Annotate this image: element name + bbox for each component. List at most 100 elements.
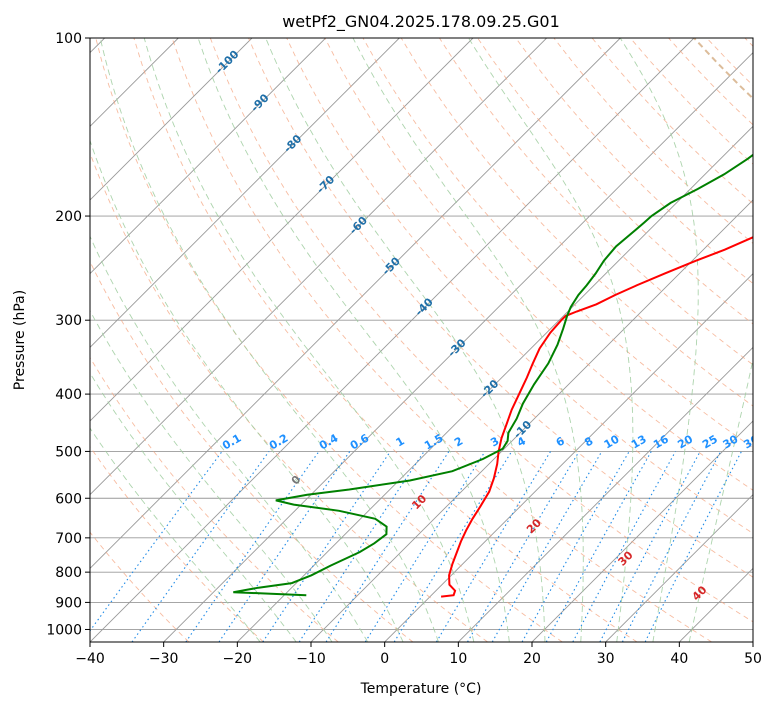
y-tick-label: 1000 xyxy=(46,622,82,638)
x-tick-label: 30 xyxy=(597,651,615,667)
mixing-ratio-line xyxy=(644,451,742,642)
dry-adiabat-label: -60 xyxy=(347,214,370,237)
isotherm-line xyxy=(531,420,753,642)
isotherm-line xyxy=(237,125,753,642)
moist-adiabat-line xyxy=(90,139,404,642)
isotherm-line xyxy=(90,38,621,569)
isotherm-line xyxy=(310,199,753,642)
isotherm-line xyxy=(90,38,400,348)
mixing-ratio-label: 6 xyxy=(554,434,567,449)
moist-adiabat-line xyxy=(619,38,699,642)
dry-adiabat-line xyxy=(515,38,753,285)
dry-adiabat-line xyxy=(553,38,753,245)
moist-adiabat-line xyxy=(99,38,439,642)
mixing-ratio-line xyxy=(545,451,652,642)
mixing-ratio-line xyxy=(599,451,701,642)
dry-adiabat-line xyxy=(90,260,414,642)
mixing-ratio-line xyxy=(298,451,425,642)
isotherm-line xyxy=(163,52,753,642)
moist-adiabat-label: 10 xyxy=(409,492,429,512)
dry-adiabat-label: -50 xyxy=(380,254,403,277)
dry-adiabat-line xyxy=(90,356,339,642)
profile-series xyxy=(233,153,753,598)
dry-adiabat-line xyxy=(706,38,753,87)
isotherm-line xyxy=(90,38,474,422)
background-lines xyxy=(90,38,753,642)
y-tick-label: 300 xyxy=(55,313,82,329)
mixing-ratio-line xyxy=(262,451,391,642)
y-tick-label: 600 xyxy=(55,491,82,507)
dry-adiabat-label: -70 xyxy=(314,173,337,196)
dry-adiabat-label: -20 xyxy=(478,377,501,400)
mixing-ratio-line xyxy=(364,451,486,642)
mixing-ratio-label: 16 xyxy=(651,432,671,451)
dry-adiabat-line xyxy=(248,38,753,578)
x-tick-label: 20 xyxy=(523,651,541,667)
x-tick-label: −10 xyxy=(296,651,326,667)
dry-adiabat-label: -90 xyxy=(248,91,271,114)
dry-adiabat-line xyxy=(209,38,753,623)
y-tick-label: 200 xyxy=(55,209,82,225)
dry-adiabat-line xyxy=(439,38,753,366)
moist-adiabat-line xyxy=(197,38,510,642)
plot-frame xyxy=(89,37,754,643)
line-labels: -100-90-80-70-60-50-40-30-20-10010203040… xyxy=(213,48,761,604)
isotherm-line xyxy=(90,38,695,642)
x-tick-label: −40 xyxy=(75,651,105,667)
dewpoint-line xyxy=(233,153,753,597)
moist-adiabat-line xyxy=(688,357,753,642)
temperature-line xyxy=(440,236,753,598)
chart-title: wetPf2_GN04.2025.178.09.25.G01 xyxy=(282,12,560,32)
moist-adiabat-line xyxy=(90,372,297,642)
y-tick-label: 400 xyxy=(55,387,82,403)
mixing-ratio-line xyxy=(435,451,552,642)
mixing-ratio-label: 4 xyxy=(515,434,528,449)
y-tick-label: 100 xyxy=(55,31,82,47)
dry-adiabat-line xyxy=(744,38,753,47)
x-tick-label: 40 xyxy=(670,651,688,667)
isotherm-line xyxy=(90,38,253,201)
mixing-ratio-label: 10 xyxy=(602,432,622,451)
isotherm-line xyxy=(458,346,753,642)
mixing-ratio-label: 0.6 xyxy=(348,431,372,452)
mixing-ratio-label: 1 xyxy=(394,434,407,449)
mixing-ratio-line xyxy=(218,451,351,642)
x-axis-label: Temperature (°C) xyxy=(360,681,482,697)
x-tick-label: −30 xyxy=(149,651,179,667)
moist-adiabat-line xyxy=(352,38,584,642)
isotherm-line xyxy=(605,494,753,642)
x-tick-label: 10 xyxy=(449,651,467,667)
dry-adiabat-line xyxy=(90,151,488,642)
y-axis-label: Pressure (hPa) xyxy=(12,290,28,390)
axis-ticks: −40 −30 −20 −10 0 10 20 30 40 50 1000 900 800 700 600 5… xyxy=(46,31,762,667)
moist-adiabat-label: 20 xyxy=(524,516,544,536)
moist-adiabat-line xyxy=(90,235,369,642)
isotherm-line xyxy=(752,641,753,642)
x-tick-label: 0 xyxy=(380,651,389,667)
y-tick-label: 700 xyxy=(55,531,82,547)
dry-adiabat-label: -100 xyxy=(213,48,242,77)
x-tick-label: −20 xyxy=(223,651,253,667)
dry-adiabat-line xyxy=(286,38,753,534)
dry-adiabat-line xyxy=(591,38,753,205)
y-tick-label: 800 xyxy=(55,565,82,581)
mixing-ratio-line xyxy=(521,451,630,642)
mixing-ratio-label: 20 xyxy=(675,432,695,451)
dry-adiabat-line xyxy=(90,531,190,642)
moist-adiabat-line xyxy=(265,38,546,642)
dry-adiabat-line xyxy=(95,38,563,642)
moist-adiabat-line xyxy=(143,38,475,642)
moist-adiabat-label: 40 xyxy=(690,583,710,603)
mixing-ratio-line xyxy=(325,451,450,642)
dry-adiabat-line xyxy=(133,38,638,642)
y-tick-label: 900 xyxy=(55,595,82,611)
mixing-ratio-label: 30 xyxy=(721,432,741,451)
mixing-ratio-label: 25 xyxy=(700,433,720,452)
x-tick-label: 50 xyxy=(744,651,762,667)
mixing-ratio-label: 36 xyxy=(741,432,761,451)
mixing-ratio-label: 0.2 xyxy=(267,431,290,452)
mixing-ratio-line xyxy=(90,451,223,632)
mixing-ratio-label: 2 xyxy=(452,434,465,449)
dry-adiabat-line xyxy=(171,38,712,642)
